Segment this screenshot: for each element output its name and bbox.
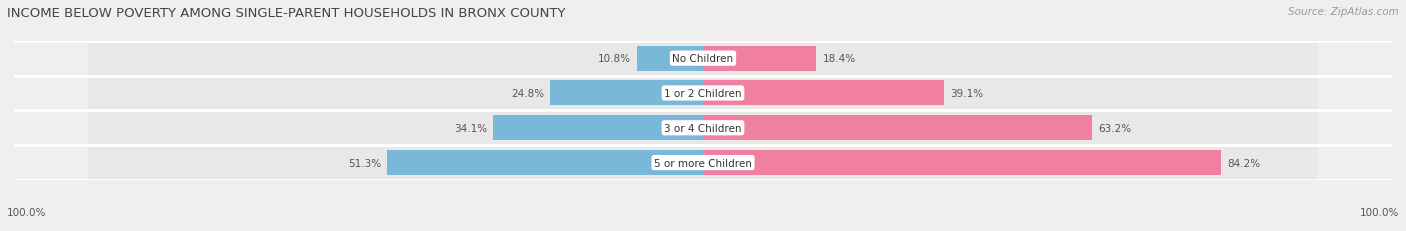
Bar <box>703 150 1220 175</box>
Text: 1 or 2 Children: 1 or 2 Children <box>664 88 742 99</box>
Text: 34.1%: 34.1% <box>454 123 486 133</box>
Bar <box>703 81 943 106</box>
Text: 39.1%: 39.1% <box>949 88 983 99</box>
Bar <box>388 150 703 175</box>
Bar <box>87 111 1319 146</box>
Text: 100.0%: 100.0% <box>7 207 46 218</box>
Bar <box>87 146 1319 180</box>
Text: 3 or 4 Children: 3 or 4 Children <box>664 123 742 133</box>
Bar <box>703 46 815 71</box>
Bar <box>87 76 1319 111</box>
Text: 5 or more Children: 5 or more Children <box>654 158 752 168</box>
Text: 63.2%: 63.2% <box>1098 123 1130 133</box>
Text: 84.2%: 84.2% <box>1227 158 1260 168</box>
Bar <box>637 46 703 71</box>
Text: No Children: No Children <box>672 54 734 64</box>
Text: 51.3%: 51.3% <box>349 158 381 168</box>
Text: INCOME BELOW POVERTY AMONG SINGLE-PARENT HOUSEHOLDS IN BRONX COUNTY: INCOME BELOW POVERTY AMONG SINGLE-PARENT… <box>7 7 565 20</box>
Text: 10.8%: 10.8% <box>598 54 630 64</box>
Text: Source: ZipAtlas.com: Source: ZipAtlas.com <box>1288 7 1399 17</box>
Text: 100.0%: 100.0% <box>1360 207 1399 218</box>
Bar <box>87 42 1319 76</box>
Text: 24.8%: 24.8% <box>512 88 544 99</box>
Bar <box>494 116 703 141</box>
Text: 18.4%: 18.4% <box>823 54 855 64</box>
Bar <box>703 116 1092 141</box>
Bar <box>550 81 703 106</box>
